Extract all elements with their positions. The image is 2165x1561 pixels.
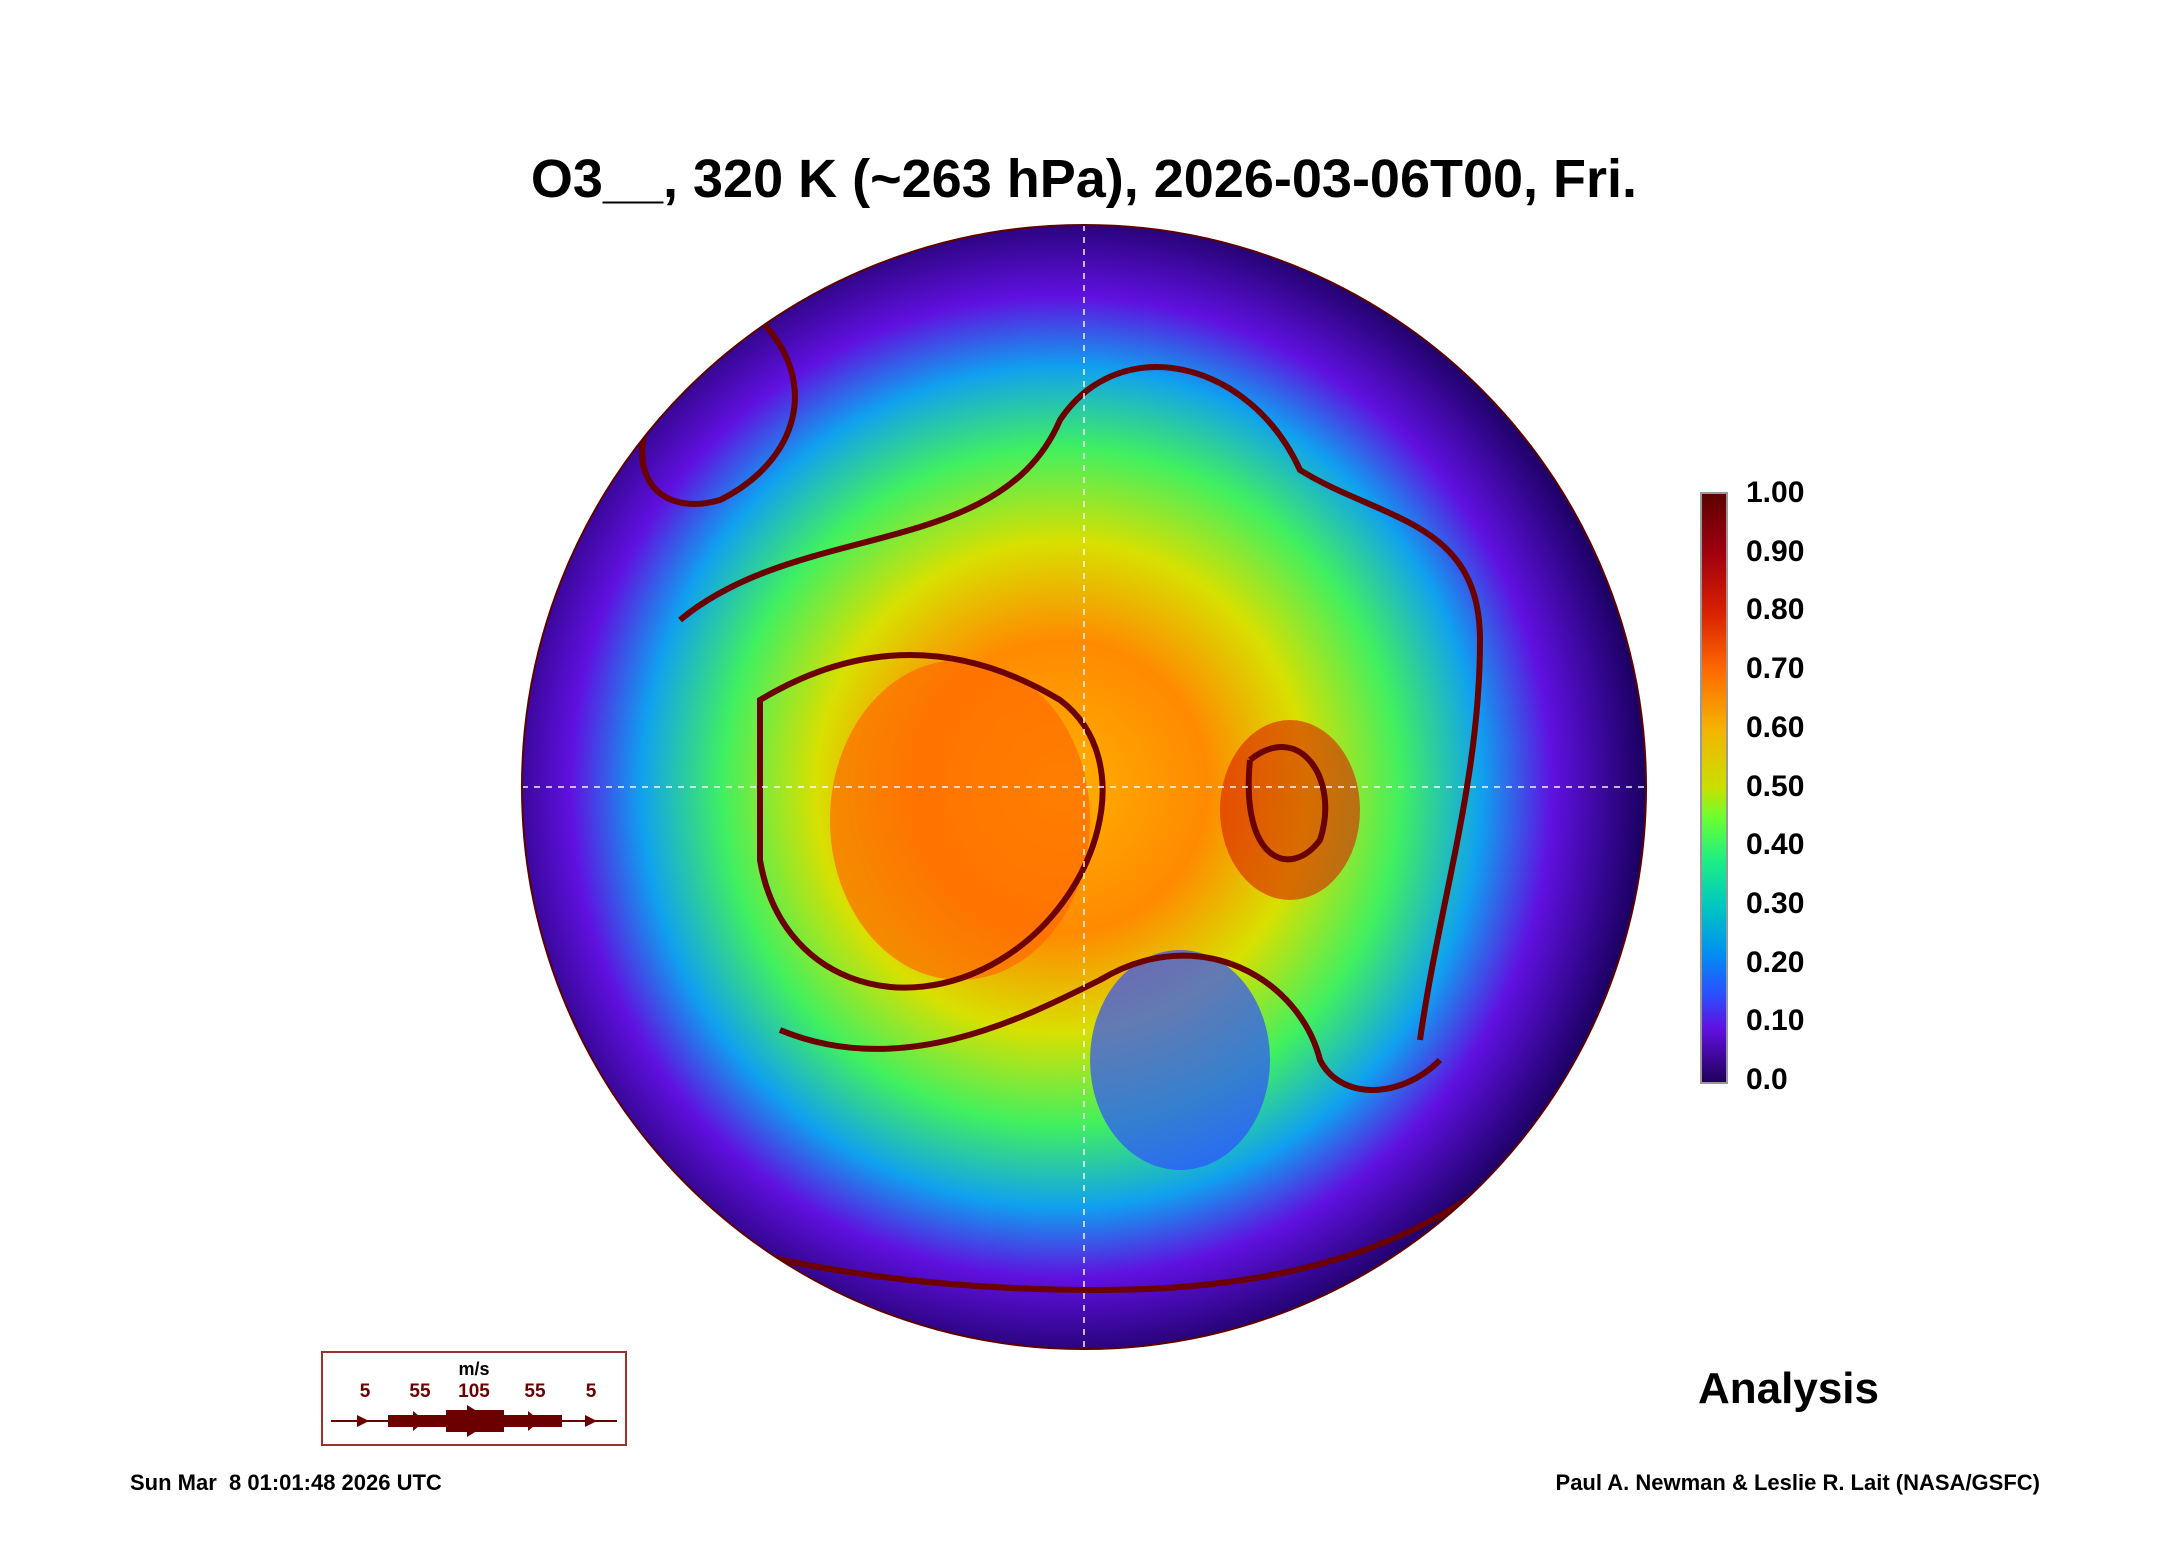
ozone-low-europe	[1090, 950, 1270, 1170]
wind-value: 5	[359, 1381, 371, 1402]
wind-speed-legend: m/s 5 55 105 55 5	[321, 1351, 627, 1446]
analysis-label: Analysis	[1698, 1364, 1879, 1413]
wind-value: 55	[409, 1381, 431, 1402]
ozone-features	[522, 225, 1646, 1349]
wind-unit: m/s	[458, 1359, 490, 1379]
chart-title: O3__, 320 K (~263 hPa), 2026-03-06T00, F…	[530, 149, 1638, 209]
wind-value: 55	[524, 1381, 546, 1402]
colorbar	[1700, 492, 1728, 1084]
colorbar-tick-label: 0.70	[1746, 652, 1805, 685]
wind-value: 5	[585, 1381, 597, 1402]
colorbar-tick-label: 0.90	[1746, 535, 1805, 568]
colorbar-tick-label: 0.60	[1746, 711, 1805, 744]
footer-credit: Paul A. Newman & Leslie R. Lait (NASA/GS…	[1555, 1470, 2040, 1495]
wind-arrow-scale	[331, 1405, 617, 1437]
colorbar-tick-label: 0.20	[1746, 946, 1805, 979]
colorbar-tick-label: 0.40	[1746, 828, 1805, 861]
colorbar-tick-label: 0.80	[1746, 593, 1805, 626]
colorbar-tick-label: 0.30	[1746, 887, 1805, 920]
colorbar-tick-label: 0.0	[1746, 1063, 1788, 1096]
wind-value: 105	[458, 1381, 490, 1402]
footer-timestamp: Sun Mar 8 01:01:48 2026 UTC	[130, 1470, 442, 1495]
colorbar-tick-label: 1.00	[1746, 476, 1805, 509]
colorbar-tick-label: 0.10	[1746, 1004, 1805, 1037]
colorbar-tick-label: 0.50	[1746, 770, 1805, 803]
ozone-max-east	[1220, 720, 1360, 900]
ozone-max-west	[830, 660, 1090, 980]
